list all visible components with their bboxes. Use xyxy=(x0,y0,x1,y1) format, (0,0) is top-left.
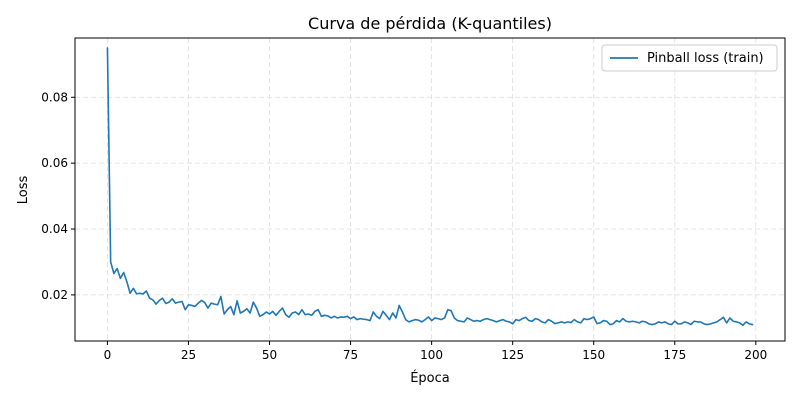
x-axis-ticks: 0 25 50 75 100 125 150 175 200 xyxy=(104,341,767,362)
x-axis-label: Época xyxy=(410,370,450,386)
x-tick-label: 75 xyxy=(343,348,358,362)
x-tick-label: 175 xyxy=(663,348,686,362)
x-tick-label: 100 xyxy=(420,348,443,362)
x-tick-label: 150 xyxy=(582,348,605,362)
x-tick-label: 0 xyxy=(104,348,112,362)
y-axis-ticks: 0.02 0.04 0.06 0.08 xyxy=(41,90,75,302)
x-tick-label: 25 xyxy=(181,348,196,362)
y-tick-label: 0.08 xyxy=(41,90,68,104)
x-tick-label: 50 xyxy=(262,348,277,362)
grid xyxy=(75,38,785,341)
series-line-pinball-loss xyxy=(106,47,754,326)
y-tick-label: 0.06 xyxy=(41,156,68,170)
y-tick-label: 0.04 xyxy=(41,222,68,236)
x-tick-label: 200 xyxy=(744,348,767,362)
plot-area-frame xyxy=(74,37,786,342)
legend-label: Pinball loss (train) xyxy=(647,51,764,66)
legend: Pinball loss (train) xyxy=(601,44,778,72)
y-axis-label: Loss xyxy=(16,176,31,205)
x-tick-label: 125 xyxy=(501,348,524,362)
legend-box xyxy=(601,44,778,72)
y-tick-label: 0.02 xyxy=(41,288,68,302)
chart-title: Curva de pérdida (K-quantiles) xyxy=(308,14,552,33)
